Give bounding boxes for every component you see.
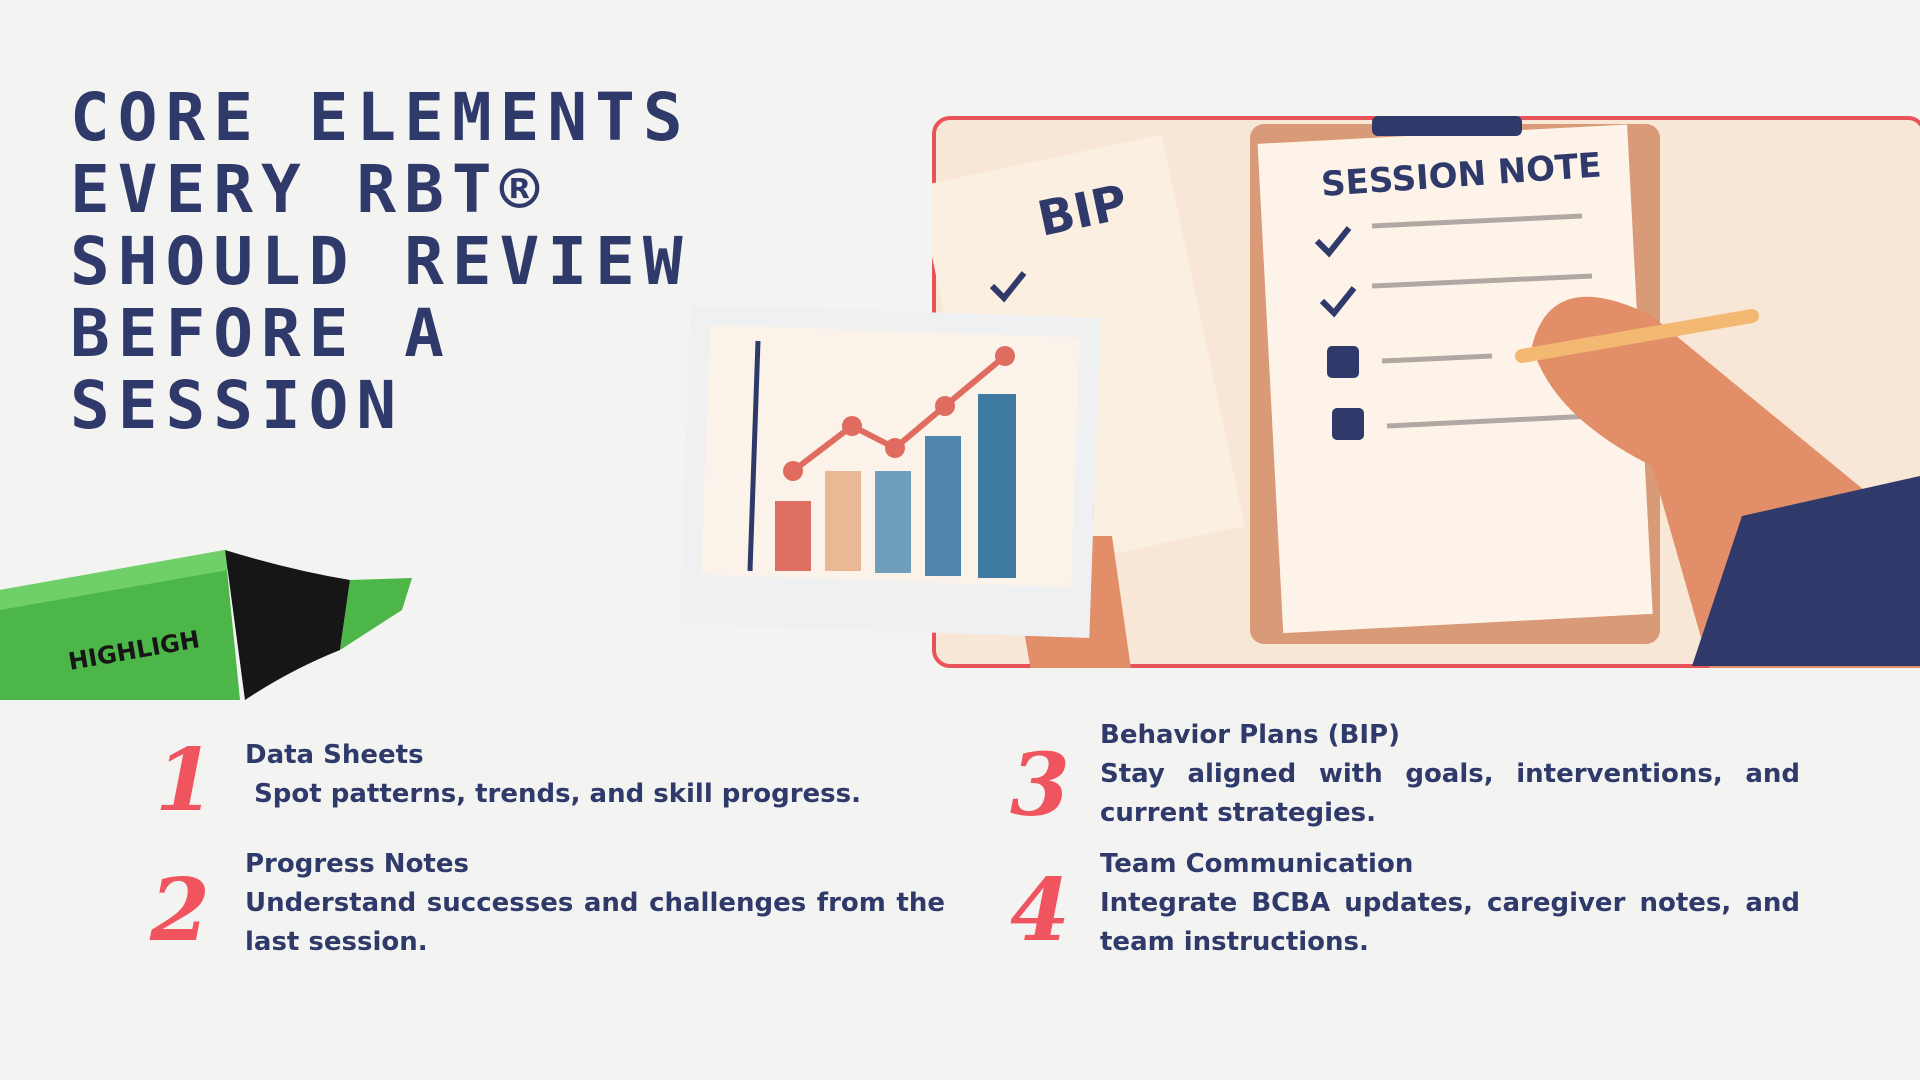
item-text: Spot patterns, trends, and skill progres… — [245, 779, 861, 809]
title-line: EVERY RBT® — [70, 151, 548, 228]
title-line: BEFORE A — [70, 295, 452, 372]
item: Team Communication Integrate BCBA updates… — [1100, 845, 1800, 962]
item-number: 3 — [1010, 735, 1070, 836]
item-text: Understand successes and challenges from… — [245, 888, 955, 957]
item-text: Integrate BCBA updates, caregiver notes,… — [1100, 888, 1810, 957]
item-text: Stay aligned with goals, interventions, … — [1100, 759, 1810, 828]
title-line: CORE ELEMENTS — [70, 79, 691, 156]
item: Progress Notes Understand successes and c… — [245, 845, 945, 962]
title-line: SHOULD REVIEW — [70, 223, 691, 300]
item: Data Sheets Spot patterns, trends, and s… — [245, 736, 945, 814]
item-heading: Team Communication — [1100, 849, 1414, 879]
item-heading: Progress Notes — [245, 849, 469, 879]
item-number: 4 — [1010, 860, 1070, 961]
chart-card — [680, 306, 1100, 639]
clipboard-illustration: BIP SESSION NOTE — [932, 116, 1920, 668]
title-line: SESSION — [70, 367, 405, 444]
item-heading: Behavior Plans (BIP) — [1100, 720, 1400, 750]
item-number: 1 — [155, 730, 215, 831]
marker: HIGHLIGH — [0, 550, 412, 700]
item-heading: Data Sheets — [245, 740, 424, 770]
item-number: 2 — [150, 860, 210, 961]
title: CORE ELEMENTS EVERY RBT® SHOULD REVIEW BEFO… — [70, 82, 691, 442]
item: Behavior Plans (BIP) Stay aligned with go… — [1100, 716, 1800, 833]
